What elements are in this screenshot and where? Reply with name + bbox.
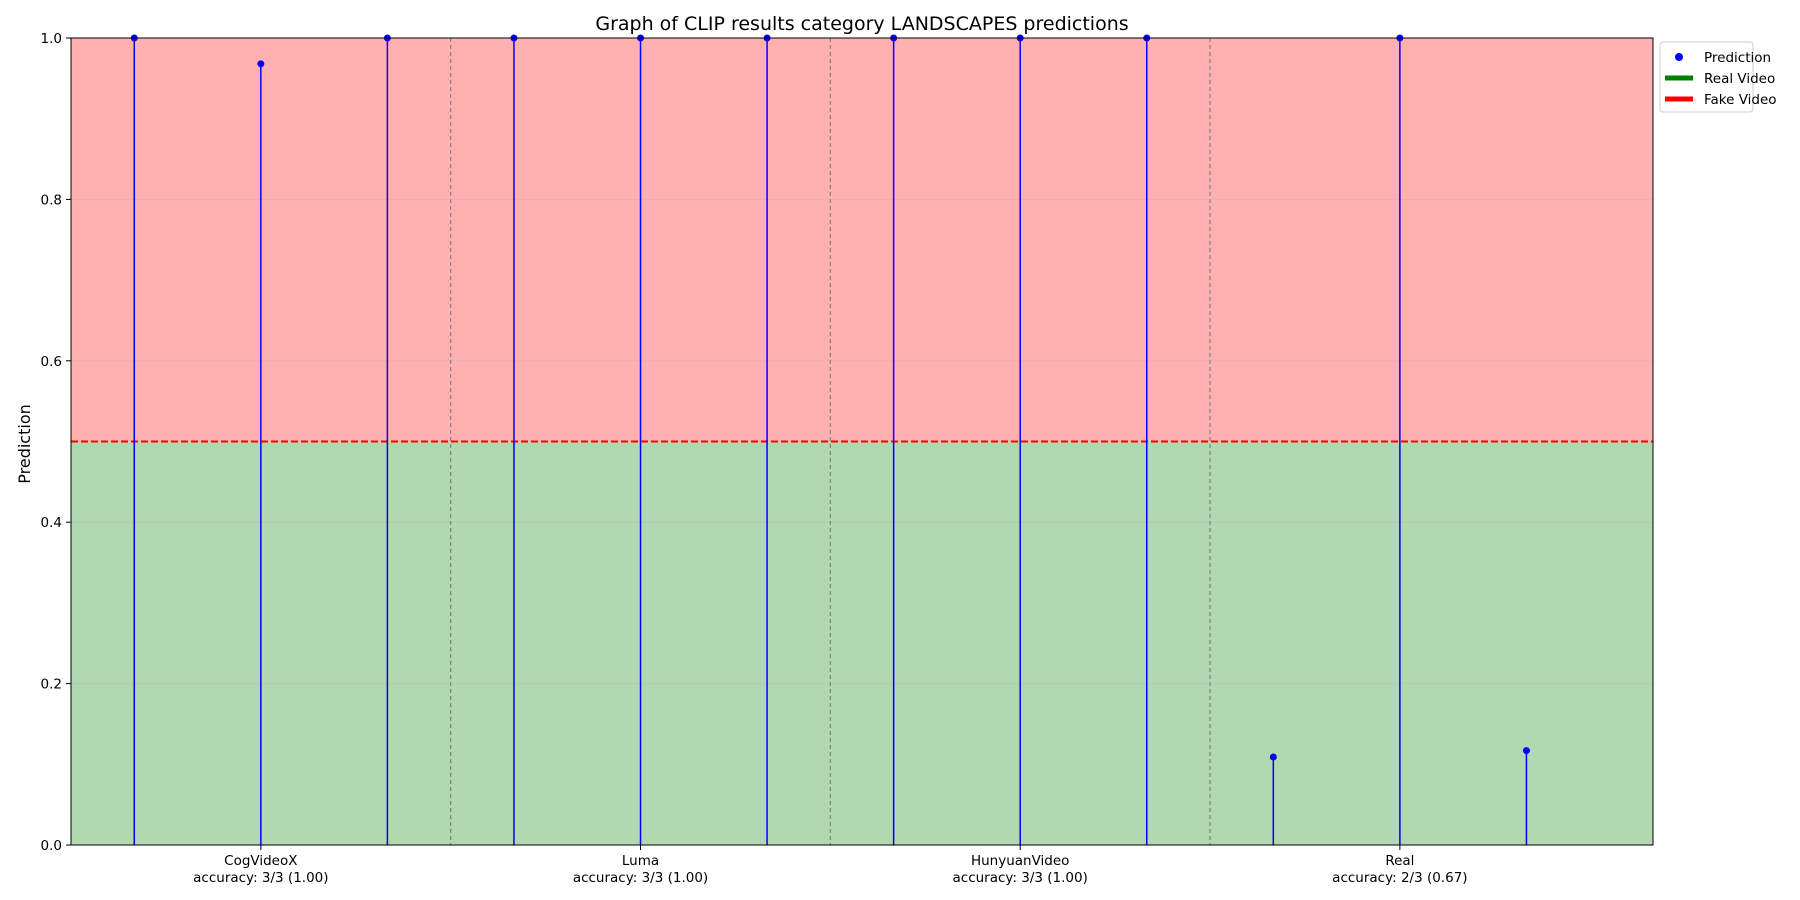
legend-label: Real Video [1704, 71, 1775, 87]
x-tick-label: Real [1385, 853, 1414, 869]
x-tick-label: Luma [622, 853, 659, 869]
x-tick-sublabel: accuracy: 3/3 (1.00) [573, 870, 708, 886]
prediction-point [1522, 747, 1530, 755]
real-region [71, 441, 1653, 845]
x-tick-label: HunyuanVideo [971, 853, 1069, 869]
y-axis-label: Prediction [15, 404, 34, 483]
x-tick-sublabel: accuracy: 3/3 (1.00) [193, 870, 328, 886]
legend-label: Fake Video [1704, 92, 1777, 108]
axes-frame [70, 37, 1654, 846]
fake-region [71, 38, 1653, 442]
y-tick-label: 0.8 [41, 192, 62, 208]
prediction-point [257, 60, 265, 68]
chart-title: Graph of CLIP results category LANDSCAPE… [595, 13, 1128, 35]
legend-label: Prediction [1704, 50, 1771, 66]
x-tick-sublabel: accuracy: 3/3 (1.00) [953, 870, 1088, 886]
y-tick-label: 0.2 [41, 677, 62, 693]
x-tick-sublabel: accuracy: 2/3 (0.67) [1332, 870, 1467, 886]
legend: Prediction Real Video Fake Video [1659, 41, 1777, 113]
y-tick-label: 0.4 [41, 515, 62, 531]
legend-marker-dot [1675, 53, 1683, 61]
y-tick-label: 0.0 [41, 838, 62, 854]
prediction-point [1269, 753, 1277, 761]
x-tick-label: CogVideoX [224, 853, 297, 869]
y-tick-label: 1.0 [41, 31, 62, 47]
legend-box [1659, 41, 1754, 113]
y-tick-label: 0.6 [41, 354, 62, 370]
